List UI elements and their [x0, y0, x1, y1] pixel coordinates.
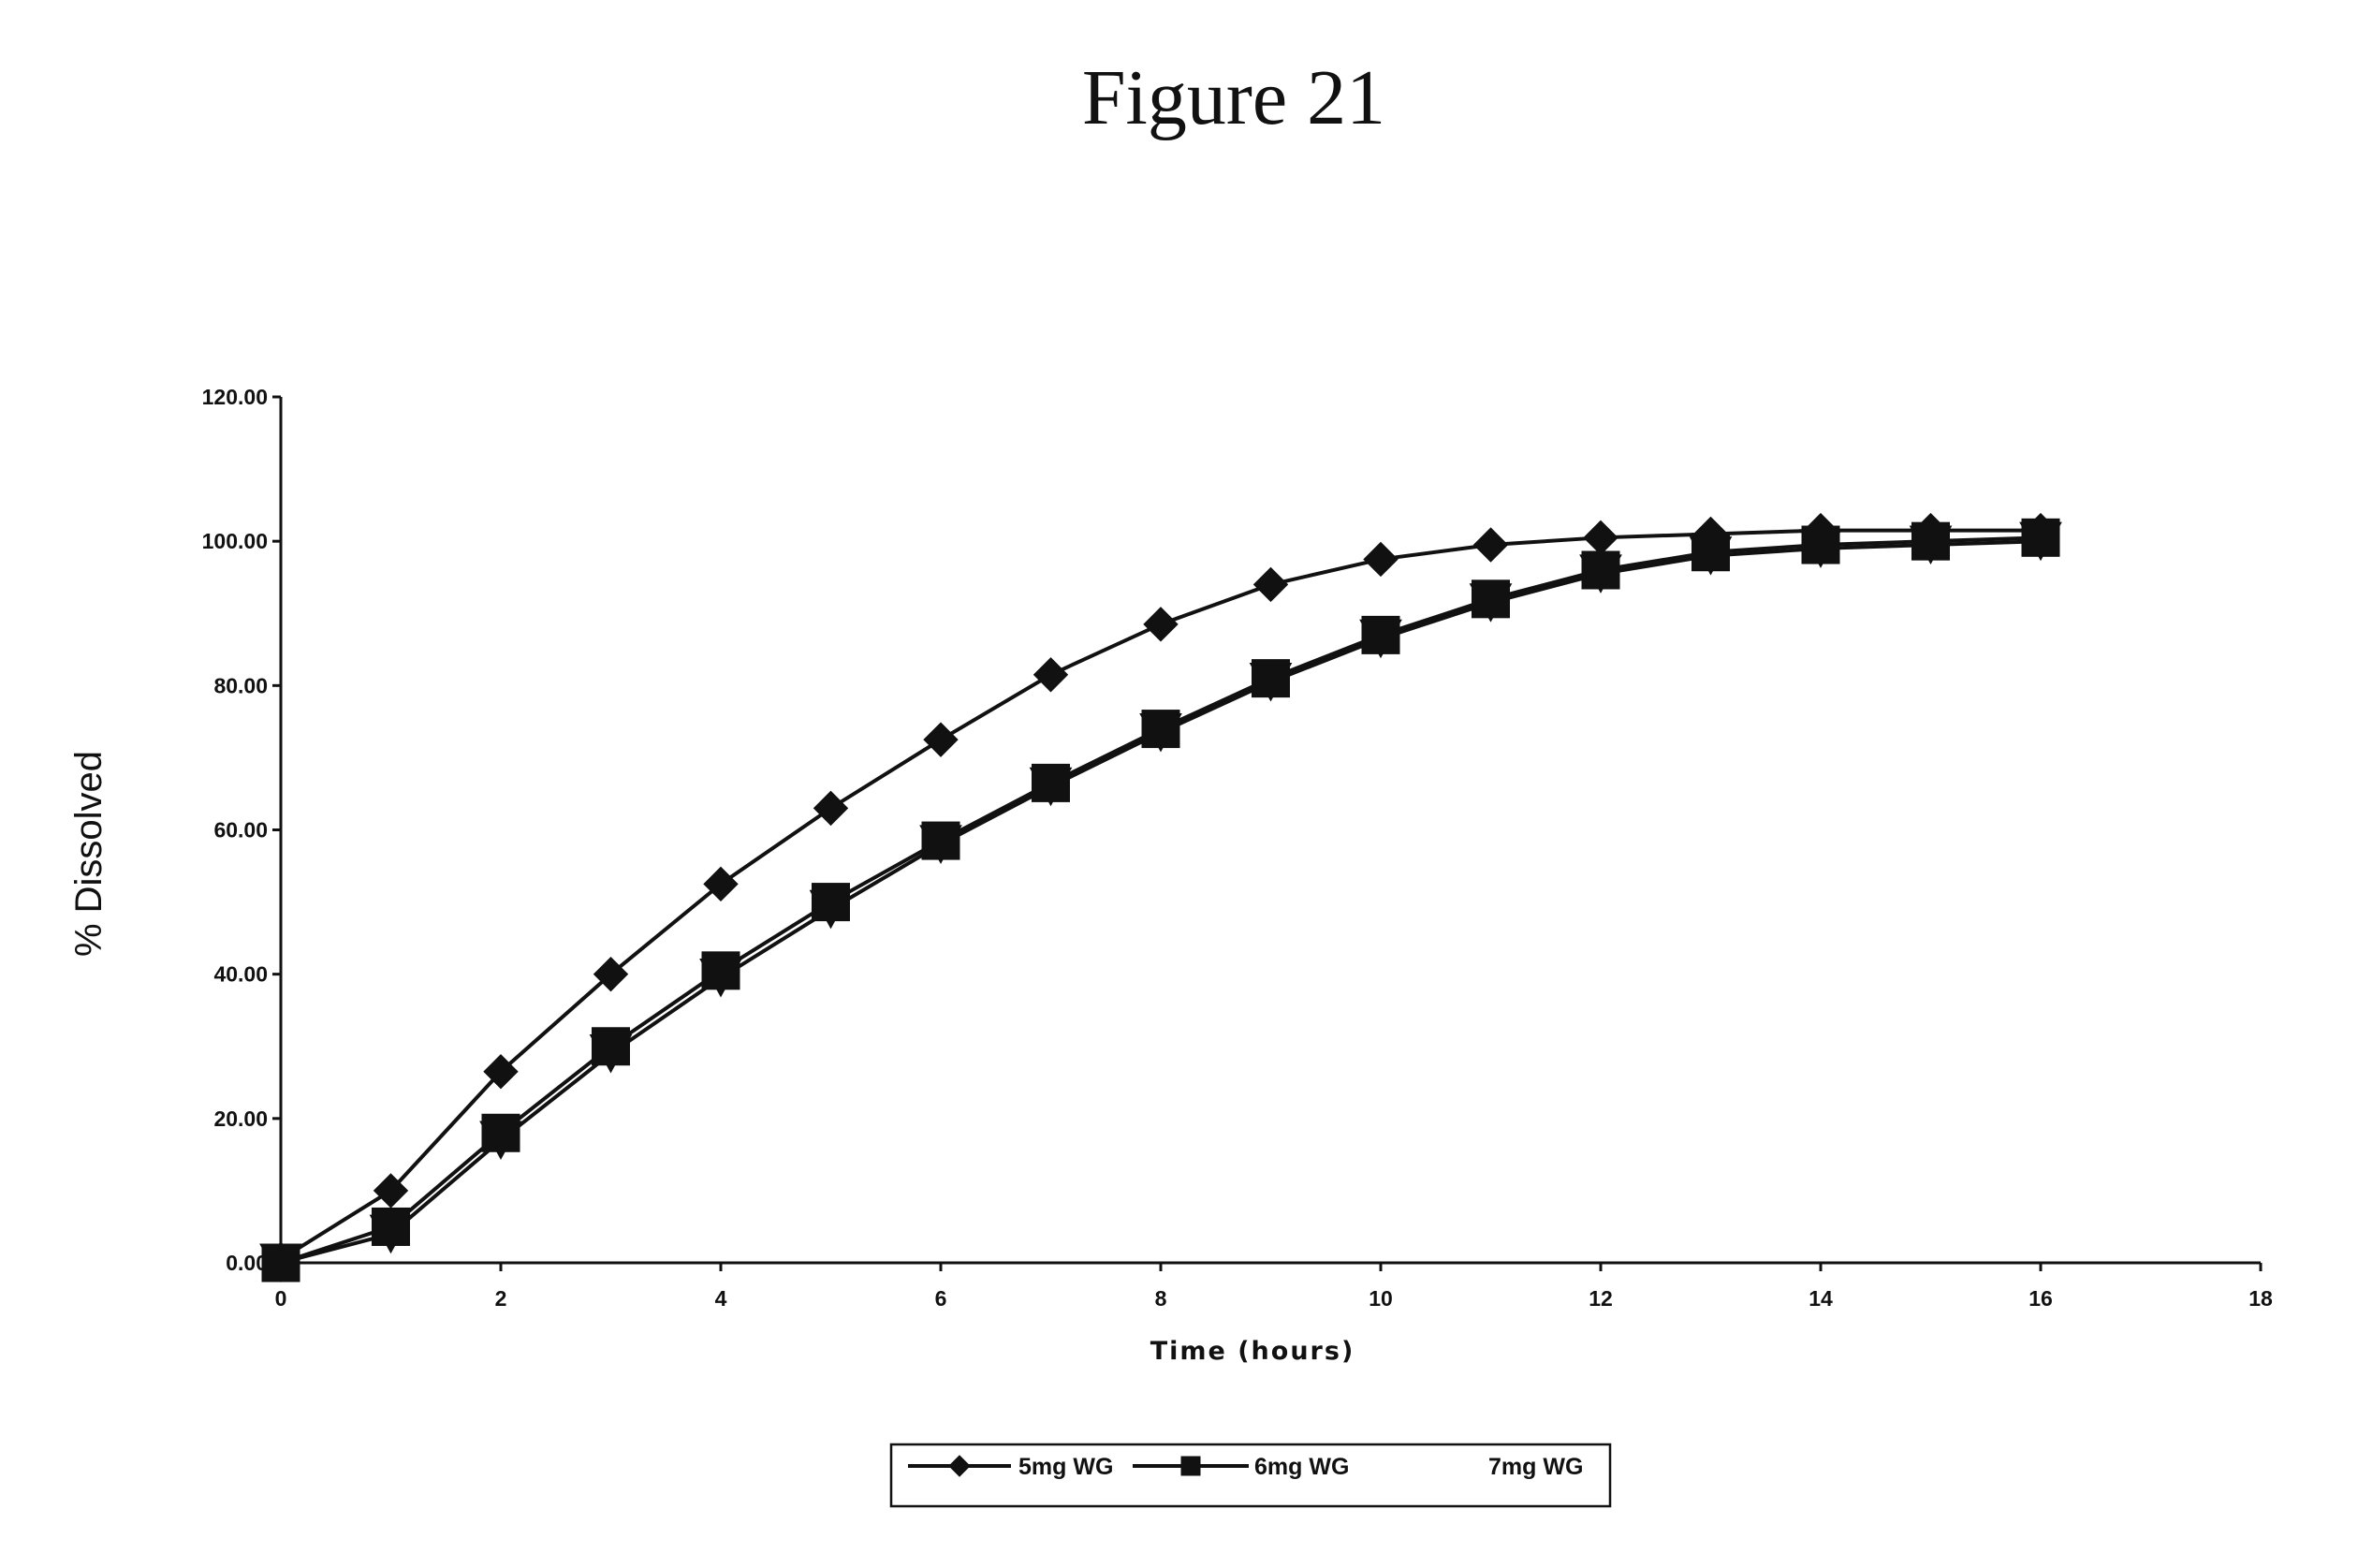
x-tick-label: 2	[495, 1286, 507, 1311]
x-tick-label: 10	[1369, 1286, 1393, 1311]
figure-title: Figure 21	[1082, 54, 1385, 141]
data-point-square	[482, 1114, 520, 1151]
data-point-square	[1252, 660, 1290, 697]
data-point-square	[1362, 616, 1399, 653]
legend-label-6mg: 6mg WG	[1254, 1454, 1349, 1480]
x-tick-label: 6	[935, 1286, 947, 1311]
y-tick-label: 40.00	[213, 962, 268, 987]
legend: 5mg WG 6mg WG 7mg WG	[891, 1444, 1610, 1506]
x-tick-label: 18	[2248, 1286, 2273, 1311]
data-point-square	[593, 1028, 630, 1065]
legend-label-7mg: 7mg WG	[1488, 1454, 1583, 1480]
data-point-square	[1033, 764, 1070, 801]
data-point-square	[702, 952, 740, 989]
data-point-square	[1142, 711, 1179, 748]
y-tick-label: 100.00	[202, 529, 268, 553]
data-point-square	[1472, 580, 1510, 618]
legend-label-5mg: 5mg WG	[1018, 1454, 1113, 1480]
legend-item-7mg: 7mg WG	[1488, 1454, 1583, 1480]
y-tick-label: 0.00	[226, 1251, 268, 1275]
y-tick-label: 20.00	[213, 1106, 268, 1131]
data-point-square	[373, 1208, 410, 1245]
x-tick-label: 16	[2028, 1286, 2053, 1311]
x-tick-label: 0	[275, 1286, 287, 1311]
y-axis-label: % Dissolved	[68, 751, 110, 957]
x-axis-label: Time (hours)	[1150, 1337, 1355, 1366]
x-tick-label: 14	[1809, 1286, 1833, 1311]
data-point-square	[813, 884, 850, 921]
x-tick-label: 12	[1589, 1286, 1613, 1311]
y-tick-label: 60.00	[213, 818, 268, 843]
legend-square-marker	[1181, 1457, 1200, 1475]
data-point-square	[922, 822, 959, 859]
y-tick-label: 80.00	[213, 673, 268, 697]
x-tick-label: 8	[1155, 1286, 1167, 1311]
data-point-square	[1582, 551, 1619, 589]
y-tick-label: 120.00	[202, 385, 268, 409]
x-tick-label: 4	[715, 1286, 727, 1311]
